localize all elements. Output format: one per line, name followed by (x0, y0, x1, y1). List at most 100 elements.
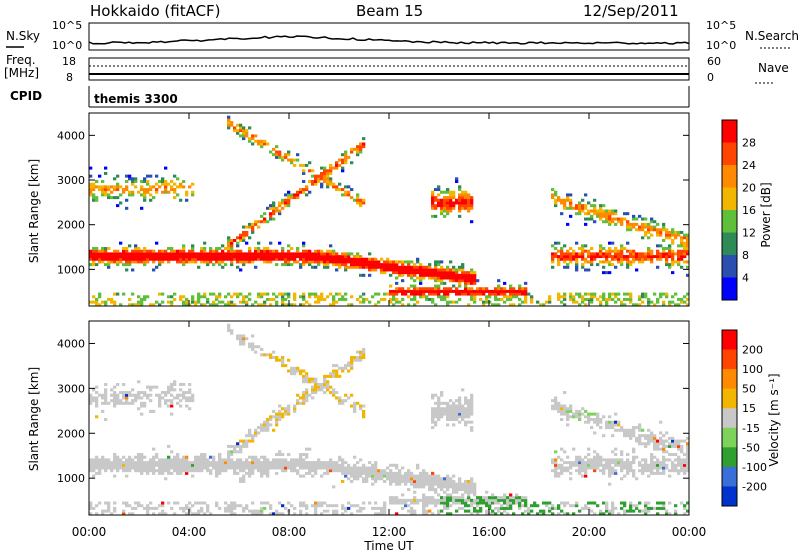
heatmap-cell (464, 423, 468, 427)
heatmap-cell (677, 471, 681, 475)
heatmap-cell (368, 265, 372, 269)
heatmap-cell (410, 292, 414, 296)
heatmap-cell (470, 204, 474, 208)
heatmap-cell (440, 501, 444, 505)
heatmap-cell (404, 482, 408, 486)
heatmap-cell (509, 493, 513, 497)
heatmap-cell (248, 137, 252, 141)
heatmap-cell (329, 463, 333, 467)
heatmap-cell (272, 297, 276, 301)
heatmap-cell (671, 461, 675, 465)
heatmap-cell (347, 155, 351, 159)
heatmap-cell (626, 222, 630, 226)
heatmap-cell (257, 509, 261, 513)
heatmap-cell (116, 396, 120, 400)
heatmap-cell (632, 469, 636, 473)
heatmap-cell (263, 420, 267, 424)
heatmap-cell (95, 396, 99, 400)
heatmap-cell (407, 474, 411, 478)
heatmap-cell (467, 482, 471, 486)
heatmap-cell (143, 295, 147, 299)
heatmap-cell (125, 466, 129, 470)
heatmap-cell (278, 292, 282, 296)
heatmap-cell (104, 249, 108, 253)
heatmap-cell (323, 255, 327, 259)
heatmap-cell (614, 222, 618, 226)
heatmap-cell (611, 509, 615, 513)
heatmap-cell (416, 300, 420, 304)
heatmap-cell (530, 297, 534, 301)
heatmap-cell (464, 281, 468, 285)
heatmap-cell (494, 287, 498, 291)
heatmap-cell (275, 155, 279, 159)
heatmap-cell (422, 469, 426, 473)
heatmap-cell (329, 166, 333, 170)
heatmap-cell (209, 260, 213, 264)
heatmap-cell (596, 209, 600, 213)
heatmap-cell (164, 393, 168, 397)
heatmap-cell (104, 393, 108, 397)
heatmap-cell (110, 399, 114, 403)
heatmap-cell (89, 188, 93, 192)
heatmap-cell (479, 501, 483, 505)
heatmap-cell (422, 474, 426, 478)
heatmap-cell (452, 284, 456, 288)
heatmap-cell (131, 180, 135, 183)
heatmap-cell (377, 265, 381, 269)
heatmap-cell (422, 504, 426, 508)
heatmap-cell (131, 303, 135, 307)
heatmap-cell (143, 469, 147, 473)
heatmap-cell (440, 273, 444, 277)
heatmap-cell (122, 469, 126, 473)
heatmap-cell (125, 469, 129, 473)
heatmap-cell (521, 504, 525, 508)
nsky-trace (88, 35, 690, 45)
heatmap-cell (665, 263, 669, 267)
heatmap-cell (161, 190, 165, 194)
heatmap-cell (182, 252, 186, 256)
heatmap-cell (383, 479, 387, 483)
heatmap-cell (314, 174, 318, 178)
heatmap-cell (434, 276, 438, 280)
heatmap-cell (419, 474, 423, 478)
heatmap-cell (245, 252, 249, 256)
heatmap-cell (302, 461, 306, 465)
heatmap-cell (242, 255, 246, 259)
heatmap-cell (605, 271, 609, 275)
heatmap-cell (173, 292, 177, 296)
heatmap-cell (92, 260, 96, 264)
heatmap-cell (158, 396, 162, 400)
heatmap-cell (584, 204, 588, 208)
heatmap-cell (575, 260, 579, 264)
heatmap-cell (434, 265, 438, 269)
heatmap-cell (272, 212, 276, 216)
heatmap-cell (650, 249, 654, 253)
y-tick-label: 1000 (57, 472, 85, 485)
heatmap-cell (203, 303, 207, 307)
heatmap-cell (203, 458, 207, 462)
heatmap-cell (599, 455, 603, 459)
heatmap-cell (671, 257, 675, 261)
heatmap-cell (287, 461, 291, 465)
heatmap-cell (581, 206, 585, 210)
colorbar-swatch (722, 349, 737, 370)
heatmap-cell (449, 206, 453, 210)
heatmap-cell (602, 501, 606, 505)
heatmap-cell (263, 466, 267, 470)
heatmap-cell (356, 509, 360, 513)
heatmap-cell (554, 198, 558, 202)
heatmap-cell (146, 461, 150, 465)
heatmap-cell (647, 439, 651, 443)
heatmap-cell (557, 504, 561, 508)
heatmap-cell (362, 412, 366, 416)
heatmap-cell (284, 458, 288, 462)
heatmap-cell (293, 260, 297, 264)
heatmap-cell (257, 303, 261, 307)
heatmap-cell (242, 252, 246, 256)
heatmap-cell (608, 512, 612, 516)
heatmap-cell (176, 453, 180, 457)
heatmap-cell (434, 474, 438, 478)
heatmap-cell (578, 458, 582, 462)
heatmap-cell (533, 501, 537, 505)
heatmap-cell (95, 385, 99, 389)
